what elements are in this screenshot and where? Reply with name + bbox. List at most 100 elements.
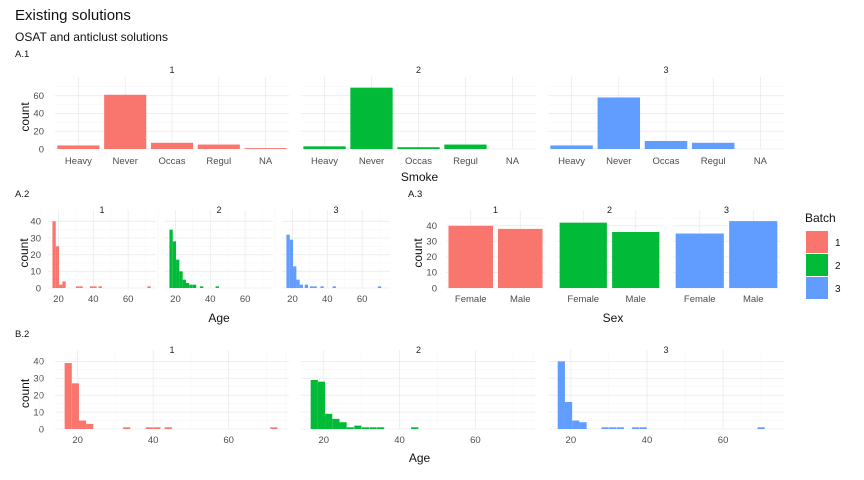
histogram-bin: [317, 381, 326, 429]
histogram-bin: [52, 221, 56, 288]
x-tick-label: Never: [606, 156, 631, 167]
bar-male: [729, 221, 778, 288]
y-tick-label: 10: [33, 407, 44, 418]
panel-tag: A.2: [15, 189, 29, 200]
y-tick-label: 20: [426, 252, 437, 263]
x-axis-label: Age: [409, 451, 431, 465]
panel-tag: B.2: [15, 329, 29, 340]
x-tick-label: Occas: [405, 156, 432, 167]
histogram-bin: [616, 427, 624, 429]
histogram-bin: [71, 383, 79, 429]
histogram-bin: [320, 286, 324, 288]
figure-title: Existing solutions: [15, 7, 131, 24]
facet-2: 2 Female Male: [557, 205, 662, 305]
panel-tag: A.1: [15, 49, 29, 60]
facet-strip-label: 1: [99, 205, 104, 215]
x-tick-label: 60: [223, 435, 234, 446]
facet-strip-label: 3: [663, 345, 668, 355]
histogram-bin: [309, 286, 314, 288]
bar-regul: [197, 144, 240, 149]
histogram-bin: [98, 286, 102, 288]
bar-occas: [397, 147, 440, 149]
x-tick-label: 40: [88, 294, 99, 305]
y-tick-label: 40: [30, 217, 41, 228]
x-tick-label: Male: [510, 294, 531, 305]
x-tick-label: Occas: [159, 156, 186, 167]
histogram-bin: [325, 413, 333, 429]
y-tick-label: 40: [426, 221, 437, 232]
chart-a-2: A.2 0 10 20 30 40 count Age 1 20 40 60 2 20 40 60 3 20 40 6…: [15, 189, 390, 325]
histogram-bin: [564, 401, 573, 429]
facet-strip-label: 3: [724, 205, 729, 215]
x-tick-label: 60: [240, 294, 251, 305]
histogram-bin: [55, 246, 60, 288]
bar-male: [612, 232, 660, 288]
histogram-bin: [601, 427, 609, 429]
x-tick-label: Occas: [653, 156, 680, 167]
histogram-bin: [147, 286, 151, 288]
x-tick-label: Never: [113, 156, 138, 167]
histogram-bin: [346, 427, 354, 429]
x-tick-label: 20: [53, 294, 64, 305]
facet-2: 2 Heavy Never Occas Regul NA: [301, 65, 536, 167]
legend-label-3: 3: [835, 284, 841, 295]
facet-3: 3 20 40 60: [532, 345, 784, 446]
facet-3: 3 Female Male: [673, 205, 780, 305]
y-tick-label: 40: [33, 357, 44, 368]
y-tick-label: 10: [426, 268, 437, 279]
facet-2: 2 20 40 60: [157, 205, 273, 305]
x-tick-label: 20: [72, 435, 83, 446]
histogram-bin: [89, 286, 94, 288]
y-tick-label: 0: [39, 424, 44, 435]
legend-title: Batch: [805, 211, 836, 225]
y-tick-label: 20: [33, 390, 44, 401]
x-tick-label: 40: [642, 435, 653, 446]
histogram-bin: [411, 427, 419, 429]
bar-heavy: [303, 146, 346, 149]
x-tick-label: 40: [394, 435, 405, 446]
bar-never: [104, 94, 147, 149]
y-tick-label: 60: [33, 91, 44, 102]
histogram-bin: [377, 286, 382, 288]
bar-female: [559, 222, 607, 288]
x-tick-label: Male: [625, 294, 646, 305]
histogram-bin: [172, 241, 177, 288]
histogram-bin: [64, 363, 72, 429]
x-tick-label: 40: [322, 294, 333, 305]
y-tick-label: 30: [426, 237, 437, 248]
histogram-bin: [354, 425, 362, 429]
facet-1: 1 20 40 60: [39, 345, 289, 446]
bar-regul: [444, 144, 487, 149]
legend-label-2: 2: [835, 261, 841, 272]
bar-na: [244, 148, 287, 149]
x-axis-label: Smoke: [401, 170, 439, 184]
bar-occas: [644, 141, 688, 149]
x-tick-label: NA: [259, 156, 273, 167]
histogram-bin: [289, 239, 294, 288]
bar-female: [448, 225, 494, 288]
x-tick-label: 20: [287, 294, 298, 305]
facet-2: 2 20 40 60: [285, 345, 536, 446]
x-tick-label: Heavy: [558, 156, 585, 167]
histogram-bin: [145, 427, 153, 429]
y-tick-label: 30: [33, 374, 44, 385]
histogram-bin: [182, 279, 186, 288]
legend-label-1: 1: [835, 238, 841, 249]
facet-strip-label: 2: [216, 205, 221, 215]
y-tick-label: 10: [30, 267, 41, 278]
bar-heavy: [57, 145, 100, 149]
facet-3: 3 20 40 60: [274, 205, 390, 305]
bar-heavy: [550, 145, 593, 149]
x-axis-label: Age: [208, 311, 230, 325]
histogram-bin: [310, 379, 318, 429]
facet-strip-label: 3: [333, 205, 338, 215]
facet-strip-label: 2: [416, 65, 421, 75]
x-tick-label: Male: [743, 294, 764, 305]
histogram-bin: [185, 283, 190, 288]
histogram-bin: [169, 229, 173, 288]
x-tick-label: 20: [170, 294, 181, 305]
